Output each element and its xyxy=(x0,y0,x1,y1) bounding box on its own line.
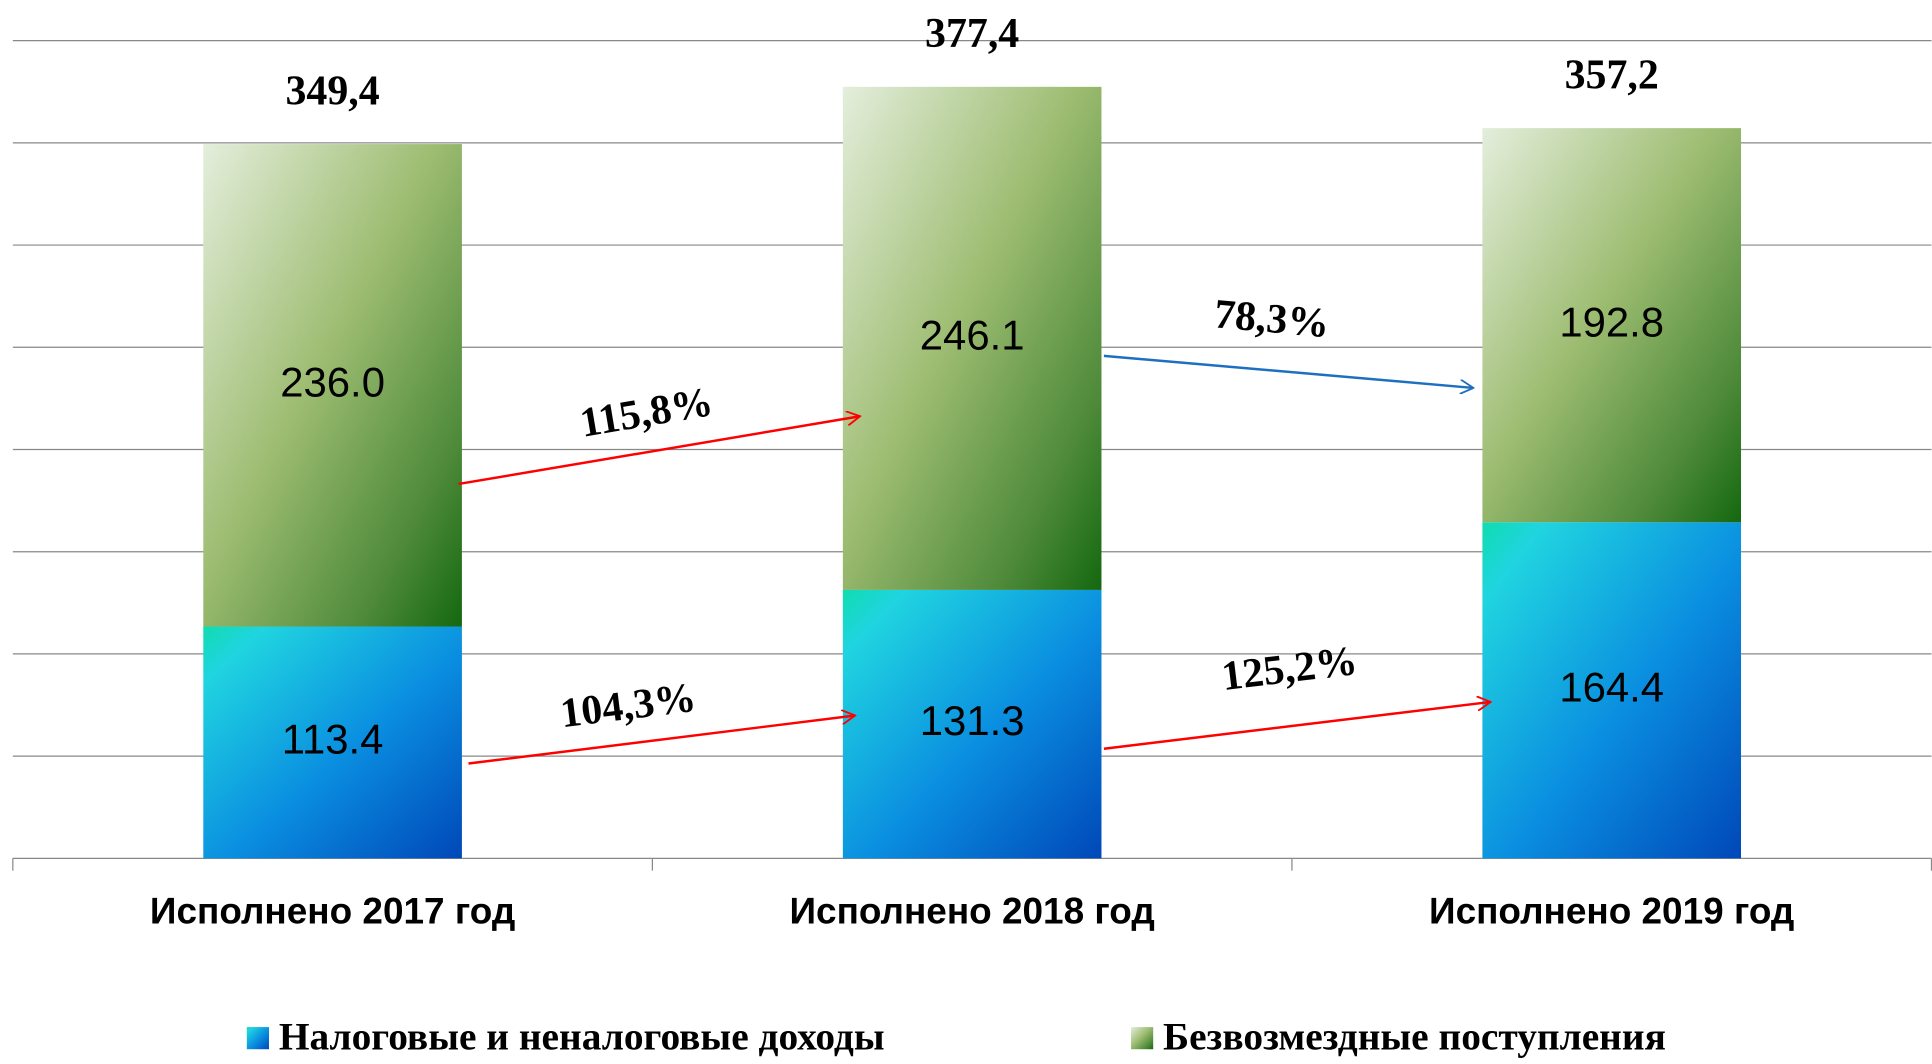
bar-segment xyxy=(842,86,1102,590)
data-label: 164.4 xyxy=(1559,663,1664,710)
total-label: 357,2 xyxy=(1565,52,1659,98)
growth-label: 125,2% xyxy=(1219,638,1360,700)
data-label: 246.1 xyxy=(920,311,1025,358)
bar-segment xyxy=(203,626,462,859)
x-tick-label: Исполнено 2019 год xyxy=(1429,891,1794,932)
bar-segment xyxy=(1482,522,1742,859)
data-label: 236.0 xyxy=(280,358,385,405)
bar-segment xyxy=(203,144,462,627)
bar-segment xyxy=(842,589,1102,859)
growth-arrow xyxy=(1103,702,1491,750)
growth-arrow xyxy=(468,715,855,765)
growth-label: 104,3% xyxy=(558,675,699,737)
growth-label: 78,3% xyxy=(1212,291,1331,347)
data-label: 131.3 xyxy=(920,697,1025,744)
total-label: 349,4 xyxy=(286,68,380,114)
growth-arrow xyxy=(1103,354,1473,388)
data-label: 192.8 xyxy=(1559,298,1664,345)
legend-swatch xyxy=(246,1027,269,1050)
total-label: 377,4 xyxy=(925,11,1019,57)
x-tick-label: Исполнено 2017 год xyxy=(150,891,515,932)
legend-label: Налоговые и неналоговые доходы xyxy=(279,1015,885,1059)
growth-label: 115,8% xyxy=(577,379,717,447)
legend-label: Безвозмездные поступления xyxy=(1163,1015,1666,1059)
data-label: 113.4 xyxy=(282,715,384,762)
x-tick-label: Исполнено 2018 год xyxy=(789,891,1154,932)
growth-arrow xyxy=(458,416,860,486)
legend-swatch xyxy=(1131,1027,1154,1050)
bar-segment xyxy=(1482,128,1742,523)
